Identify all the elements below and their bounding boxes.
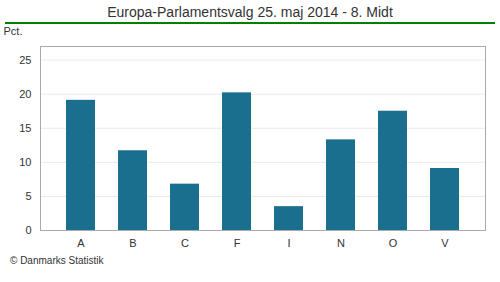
- svg-text:20: 20: [19, 88, 31, 100]
- html-text:© Danmarks Statistik: © Danmarks Statistik: [10, 255, 104, 266]
- svg-text:10: 10: [19, 156, 31, 168]
- svg-text:15: 15: [19, 122, 31, 134]
- svg-text:V: V: [441, 237, 449, 249]
- html-text:Europa-Parlamentsvalg 25. maj: Europa-Parlamentsvalg 25. maj 2014 - 8. …: [107, 4, 393, 20]
- svg-text:O: O: [389, 237, 398, 249]
- svg-text:0: 0: [25, 224, 31, 236]
- svg-text:Pct.: Pct.: [4, 25, 23, 37]
- svg-text:C: C: [181, 237, 189, 249]
- svg-text:5: 5: [25, 190, 31, 202]
- svg-text:F: F: [234, 237, 241, 249]
- svg-text:I: I: [287, 237, 290, 249]
- svg-text:A: A: [77, 237, 85, 249]
- svg-text:B: B: [129, 237, 136, 249]
- svg-text:N: N: [337, 237, 345, 249]
- svg-text:25: 25: [19, 54, 31, 66]
